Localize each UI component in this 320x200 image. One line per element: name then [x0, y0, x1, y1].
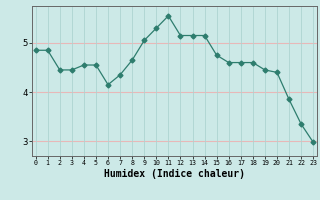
X-axis label: Humidex (Indice chaleur): Humidex (Indice chaleur): [104, 169, 245, 179]
